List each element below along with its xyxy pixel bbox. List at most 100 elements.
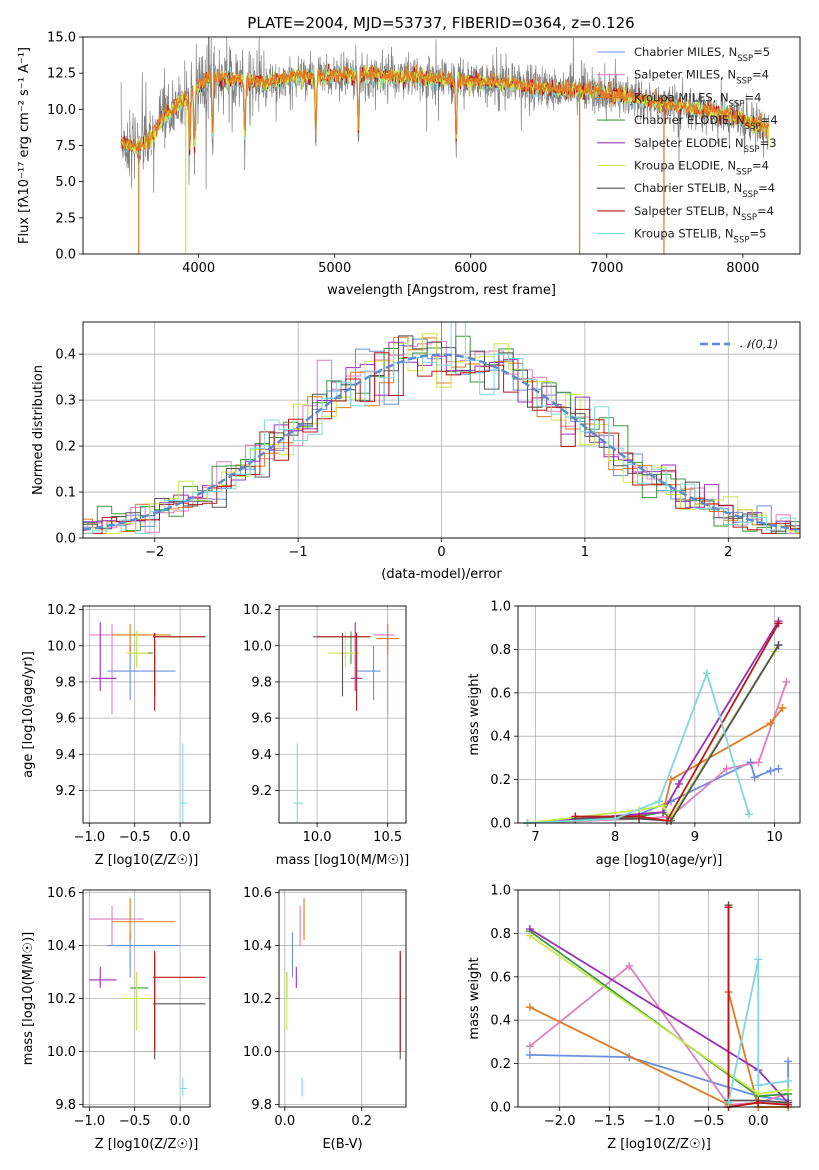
plus-marker	[655, 797, 663, 806]
y-tick-label: 0.8	[490, 927, 511, 942]
mass-weight-line	[527, 651, 776, 824]
mass-weight-series	[523, 758, 783, 827]
mass-weight-series	[523, 677, 791, 827]
x-tick-label: −1.0	[74, 830, 106, 845]
y-tick-label: 0.6	[490, 686, 511, 701]
legend-label-count: =4	[757, 204, 774, 218]
plus-marker	[525, 1042, 534, 1051]
legend-label-name: Salpeter MILES, N	[634, 68, 736, 82]
x-axis-label: Z [log10(Z/Z☉)]	[95, 1137, 199, 1152]
model-fit-line	[120, 64, 770, 151]
legend-label-count: =4	[761, 113, 778, 127]
error-bar-point	[356, 645, 381, 701]
y-tick-label: 0.1	[55, 486, 76, 501]
plus-marker	[611, 814, 620, 823]
y-tick-label: 10.6	[47, 886, 76, 901]
legend-label-name: Salpeter STELIB, N	[634, 204, 741, 218]
y-tick-label: 0.4	[490, 730, 511, 745]
error-bar-point	[376, 624, 399, 655]
histogram-panel: −2 −1 0 1 2 0.0 0.1 0.2 0.3 0.4 (data-model)/error…	[31, 321, 801, 582]
error-bar-point	[180, 743, 188, 823]
y-tick-label: 10.4	[47, 939, 76, 954]
mass-weight-series	[571, 619, 783, 825]
legend-label: 𝒩(0,1)	[740, 337, 778, 351]
error-bar-point	[152, 953, 206, 1060]
y-tick-label: 10.0	[47, 639, 76, 654]
plus-marker	[766, 766, 775, 775]
x-tick-label: 7	[531, 830, 539, 845]
y-tick-label: 0.0	[490, 1101, 511, 1116]
plus-marker	[754, 955, 763, 964]
plus-marker	[754, 758, 763, 767]
x-tick-label: 0	[437, 545, 445, 560]
y-axis-label: mass [log10(M/M☉)]	[21, 932, 36, 1065]
error-bar-point	[107, 645, 176, 701]
x-axis-label: E(B-V)	[322, 1137, 362, 1152]
y-tick-label: 0.0	[490, 817, 511, 832]
y-tick-label: 9.8	[55, 675, 76, 690]
error-bar-point	[89, 966, 117, 988]
x-axis-label: Z [log10(Z/Z☉)]	[607, 1137, 711, 1152]
x-tick-label: −1.0	[74, 1114, 106, 1129]
mass-vs-Z-panel: −1.0 −0.5 0.0 9.8 10.0 10.2 10.4 10.6 Z [log10(Z…	[21, 886, 211, 1152]
legend-label: Kroupa MILES, NSSP=4	[634, 90, 761, 109]
plus-marker	[525, 931, 534, 940]
legend-label: Kroupa ELODIE, NSSP=4	[634, 159, 769, 178]
y-tick-label: 0.0	[55, 532, 76, 547]
y-tick-label: 0.6	[490, 970, 511, 985]
x-tick-label: 8	[611, 830, 619, 845]
legend-label-name: Salpeter ELODIE, N	[634, 136, 744, 150]
plus-marker	[571, 812, 580, 821]
legend-label: Kroupa STELIB, NSSP=5	[634, 227, 766, 246]
x-tick-label: 2	[724, 545, 732, 560]
y-tick-label: 0.2	[490, 1057, 511, 1072]
y-tick-label: 5.0	[55, 175, 76, 190]
y-axis-label: Flux [fλ10⁻¹⁷ erg cm⁻² s⁻¹ A⁻¹]	[17, 47, 32, 244]
plot-area	[293, 622, 399, 823]
x-axis-label: age [log10(age/yr)]	[596, 853, 723, 868]
x-axis-label: wavelength [Angstrom, rest frame]	[327, 283, 556, 298]
mass-vs-ebv-panel: 0.0 0.2 9.8 10.0 10.2 10.4 10.6 E(B-V)	[243, 886, 407, 1152]
plus-marker	[635, 812, 644, 821]
x-tick-label: 0.2	[351, 1114, 372, 1129]
x-tick-label: 10.5	[373, 830, 402, 845]
y-tick-label: 9.6	[55, 712, 76, 727]
y-tick-label: 9.2	[55, 784, 76, 799]
mass-weight-line	[727, 959, 789, 1103]
x-tick-label: 4000	[182, 261, 215, 276]
plot-area	[286, 897, 401, 1097]
plus-marker	[525, 1003, 534, 1012]
plus-marker	[766, 719, 775, 728]
error-bar-point	[293, 743, 303, 823]
plus-marker	[722, 764, 731, 773]
x-tick-label: 5000	[318, 261, 351, 276]
x-tick-label: 0.0	[748, 1114, 769, 1129]
legend-label-name: Chabrier ELODIE, N	[634, 113, 745, 127]
y-tick-label: 7.5	[55, 139, 76, 154]
x-tick-label: −2.0	[544, 1114, 576, 1129]
axes-frame	[82, 321, 801, 539]
x-tick-label: 0.0	[170, 1114, 191, 1129]
age-vs-Z-panel: −1.0 −0.5 0.0 9.2 9.4 9.6 9.8 10.0 10.2 Z [log10(…	[21, 603, 211, 868]
error-bar-point	[89, 905, 144, 946]
plus-marker	[754, 1098, 763, 1107]
plus-marker	[746, 758, 755, 767]
y-tick-label: 10.2	[47, 992, 76, 1007]
mass-weight-line	[527, 620, 780, 824]
mass-weight-series	[525, 931, 793, 1098]
plus-marker	[674, 779, 683, 788]
y-tick-label: 1.0	[490, 884, 511, 899]
legend-label-sub: SSP	[741, 213, 757, 223]
x-axis-label: mass [log10(M/M☉)]	[276, 853, 409, 868]
legend-label-sub: SSP	[736, 77, 752, 87]
plot-area	[89, 897, 206, 1097]
x-tick-label: −0.5	[119, 830, 151, 845]
y-tick-label: 0.3	[55, 394, 76, 409]
error-bar-point	[112, 897, 176, 941]
plus-marker	[658, 801, 667, 810]
plus-marker	[784, 1100, 793, 1109]
y-tick-label: 10.0	[243, 1045, 272, 1060]
y-tick-label: 0.4	[55, 348, 76, 363]
mass-weight-series	[523, 647, 779, 827]
